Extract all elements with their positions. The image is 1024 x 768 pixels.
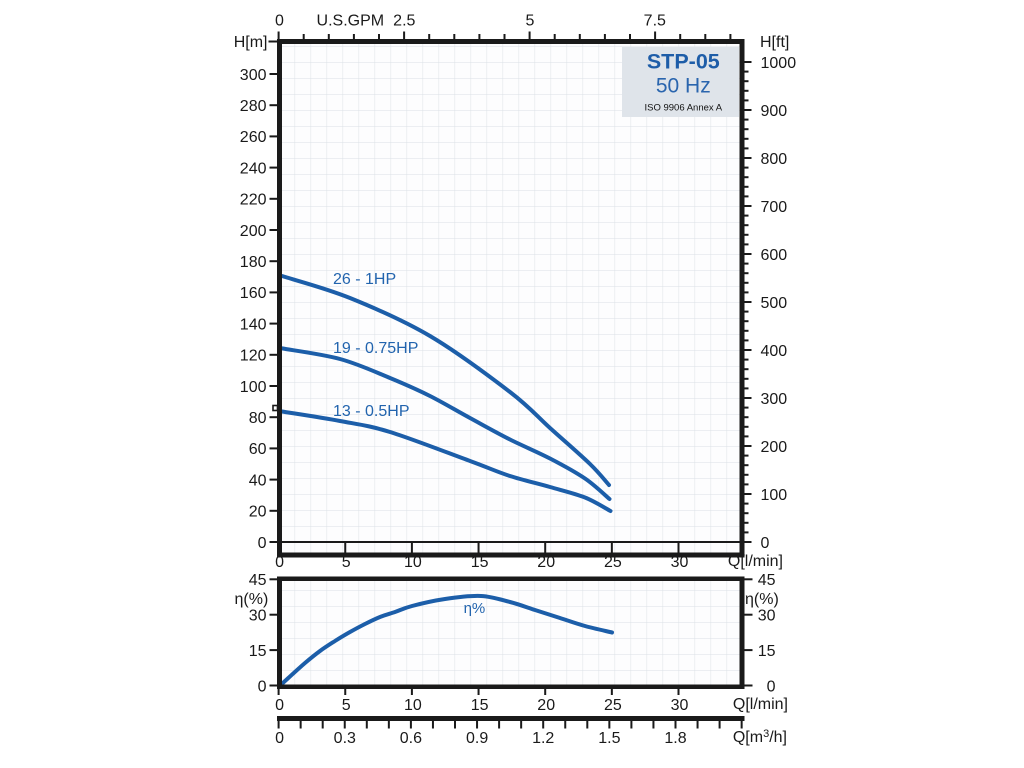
svg-text:800: 800 bbox=[761, 151, 788, 168]
svg-text:5: 5 bbox=[342, 697, 351, 714]
svg-text:25: 25 bbox=[604, 697, 622, 714]
svg-text:0: 0 bbox=[258, 535, 267, 552]
svg-text:0: 0 bbox=[275, 730, 284, 747]
svg-text:0.3: 0.3 bbox=[334, 730, 356, 747]
svg-text:900: 900 bbox=[761, 103, 788, 120]
svg-text:600: 600 bbox=[761, 247, 788, 264]
svg-text:η(%): η(%) bbox=[235, 591, 269, 608]
svg-text:15: 15 bbox=[249, 643, 267, 660]
svg-text:10: 10 bbox=[404, 554, 422, 571]
svg-text:0: 0 bbox=[761, 535, 770, 552]
svg-text:100: 100 bbox=[761, 487, 788, 504]
svg-text:15: 15 bbox=[471, 554, 489, 571]
svg-text:400: 400 bbox=[761, 343, 788, 360]
svg-text:0: 0 bbox=[275, 12, 284, 29]
svg-text:220: 220 bbox=[240, 192, 267, 209]
svg-text:160: 160 bbox=[240, 285, 267, 302]
svg-text:20: 20 bbox=[537, 697, 555, 714]
svg-text:30: 30 bbox=[249, 608, 267, 625]
svg-text:1.2: 1.2 bbox=[532, 730, 554, 747]
svg-text:2.5: 2.5 bbox=[393, 12, 415, 29]
svg-text:1000: 1000 bbox=[761, 55, 797, 72]
svg-text:45: 45 bbox=[758, 572, 776, 589]
svg-text:STP-05: STP-05 bbox=[647, 50, 720, 74]
svg-text:0: 0 bbox=[767, 678, 776, 695]
svg-text:20: 20 bbox=[537, 554, 555, 571]
svg-text:15: 15 bbox=[471, 697, 489, 714]
svg-text:Q[l/min]: Q[l/min] bbox=[728, 553, 783, 570]
svg-text:100: 100 bbox=[240, 379, 267, 396]
svg-text:13 - 0.5HP: 13 - 0.5HP bbox=[333, 403, 409, 420]
svg-text:45: 45 bbox=[249, 572, 267, 589]
svg-text:50 Hz: 50 Hz bbox=[656, 75, 711, 98]
svg-text:Q[l/min]: Q[l/min] bbox=[733, 696, 788, 713]
svg-text:120: 120 bbox=[240, 348, 267, 365]
svg-text:H[m]: H[m] bbox=[234, 34, 268, 51]
svg-text:60: 60 bbox=[249, 441, 267, 458]
svg-text:0: 0 bbox=[275, 554, 284, 571]
svg-text:20: 20 bbox=[249, 504, 267, 521]
svg-text:0.9: 0.9 bbox=[466, 730, 488, 747]
svg-text:0.6: 0.6 bbox=[400, 730, 422, 747]
svg-text:ISO 9906 Annex A: ISO 9906 Annex A bbox=[644, 103, 722, 114]
svg-text:260: 260 bbox=[240, 129, 267, 146]
svg-text:0: 0 bbox=[275, 697, 284, 714]
svg-text:300: 300 bbox=[761, 391, 788, 408]
svg-text:80: 80 bbox=[249, 410, 267, 427]
svg-text:1.8: 1.8 bbox=[664, 730, 686, 747]
svg-text:H[ft]: H[ft] bbox=[760, 34, 789, 51]
svg-text:15: 15 bbox=[758, 643, 776, 660]
svg-text:200: 200 bbox=[761, 439, 788, 456]
svg-text:240: 240 bbox=[240, 160, 267, 177]
svg-text:700: 700 bbox=[761, 199, 788, 216]
svg-text:Q[m3/h]: Q[m3/h] bbox=[733, 728, 787, 746]
svg-text:19 - 0.75HP: 19 - 0.75HP bbox=[333, 340, 418, 357]
svg-text:26 - 1HP: 26 - 1HP bbox=[333, 271, 396, 288]
svg-text:30: 30 bbox=[671, 554, 689, 571]
svg-text:10: 10 bbox=[404, 697, 422, 714]
svg-text:30: 30 bbox=[758, 608, 776, 625]
svg-text:U.S.GPM: U.S.GPM bbox=[317, 12, 385, 29]
svg-text:η%: η% bbox=[464, 600, 486, 617]
svg-text:5: 5 bbox=[526, 12, 535, 29]
svg-text:140: 140 bbox=[240, 316, 267, 333]
svg-text:280: 280 bbox=[240, 98, 267, 115]
svg-text:40: 40 bbox=[249, 472, 267, 489]
svg-text:300: 300 bbox=[240, 67, 267, 84]
svg-text:0: 0 bbox=[258, 678, 267, 695]
svg-text:η(%): η(%) bbox=[745, 591, 779, 608]
svg-text:180: 180 bbox=[240, 254, 267, 271]
svg-text:30: 30 bbox=[671, 697, 689, 714]
svg-text:5: 5 bbox=[342, 554, 351, 571]
svg-text:200: 200 bbox=[240, 223, 267, 240]
svg-text:1.5: 1.5 bbox=[598, 730, 620, 747]
svg-text:500: 500 bbox=[761, 295, 788, 312]
svg-text:25: 25 bbox=[604, 554, 622, 571]
svg-text:7.5: 7.5 bbox=[644, 12, 666, 29]
